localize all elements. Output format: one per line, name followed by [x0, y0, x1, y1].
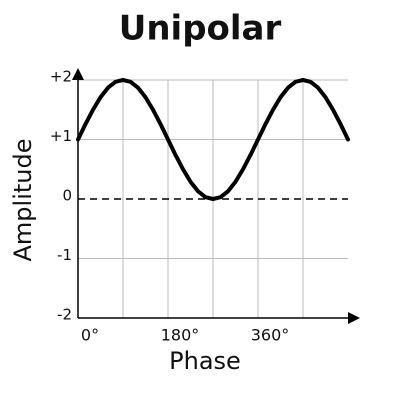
x-tick-label: 180°	[161, 326, 200, 345]
chart-title: Unipolar	[119, 9, 282, 49]
y-tick-label: +2	[50, 68, 72, 86]
x-tick-label: 360°	[251, 326, 290, 345]
y-tick-label: -2	[57, 306, 72, 324]
x-tick-label: 0°	[81, 326, 99, 345]
y-tick-label: +1	[50, 127, 72, 145]
line-series	[76, 78, 350, 201]
y-tick-label: -1	[57, 246, 72, 264]
x-axis-title: Phase	[169, 347, 241, 375]
y-tick-label: 0	[62, 187, 72, 205]
y-axis-title: Amplitude	[9, 139, 37, 262]
